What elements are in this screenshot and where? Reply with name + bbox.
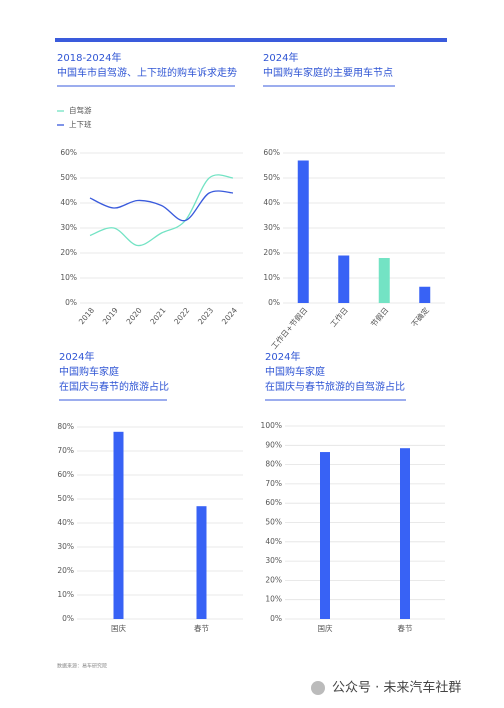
y-tick-label: 50% (263, 173, 280, 182)
chart-title: 2024年 (265, 350, 300, 363)
y-tick-label: 10% (263, 273, 280, 282)
x-tick-label: 工作日 (328, 305, 350, 329)
chart-title: 2024年 (59, 350, 94, 363)
y-tick-label: 100% (261, 421, 282, 430)
y-tick-label: 80% (57, 422, 74, 431)
y-tick-label: 10% (60, 273, 77, 282)
y-tick-label: 0% (62, 614, 74, 623)
x-tick-label: 2021 (148, 306, 167, 327)
x-tick-label: 节假日 (369, 306, 390, 329)
y-tick-label: 30% (57, 542, 74, 551)
x-tick-label: 2020 (125, 306, 144, 327)
y-tick-label: 50% (60, 173, 77, 182)
y-tick-label: 0% (65, 298, 77, 307)
y-tick-label: 40% (57, 518, 74, 527)
legend-label: 自驾游 (69, 105, 92, 115)
y-tick-label: 30% (263, 223, 280, 232)
bar (338, 255, 350, 303)
x-tick-label: 春节 (194, 623, 209, 633)
y-tick-label: 20% (263, 248, 280, 257)
y-tick-label: 80% (265, 460, 282, 469)
x-tick-label: 不确定 (409, 305, 431, 329)
y-tick-label: 30% (60, 223, 77, 232)
y-tick-label: 40% (60, 198, 77, 207)
chart-subtitle: 在国庆与春节的旅游占比 (59, 380, 169, 393)
y-tick-label: 0% (270, 614, 282, 623)
y-tick-label: 50% (265, 518, 282, 527)
x-tick-label: 国庆 (318, 623, 333, 633)
y-tick-label: 60% (265, 498, 282, 507)
y-tick-label: 60% (57, 470, 74, 479)
bar (113, 431, 124, 619)
chart-subtitle: 中国购车家庭的主要用车节点 (263, 66, 393, 79)
x-tick-label: 2022 (172, 306, 191, 327)
line-series (89, 190, 234, 222)
source: 数据来源：易车研究院 (57, 663, 107, 670)
y-tick-label: 0% (268, 298, 280, 307)
x-tick-label: 2024 (220, 306, 239, 327)
y-tick-label: 20% (60, 248, 77, 257)
y-tick-label: 10% (57, 590, 74, 599)
x-tick-label: 2019 (101, 306, 120, 327)
line-series (89, 174, 234, 247)
wechat-icon (311, 681, 325, 695)
legend-label: 上下班 (69, 119, 92, 129)
chart-subtitle: 中国购车家庭 (265, 365, 325, 378)
x-tick-label: 春节 (398, 623, 413, 633)
y-tick-label: 10% (265, 595, 282, 604)
x-tick-label: 国庆 (111, 623, 126, 633)
chart-subtitle: 在国庆与春节旅游的自驾游占比 (265, 380, 405, 393)
chart-title: 2018-2024年 (57, 51, 122, 64)
x-tick-label: 2018 (77, 306, 96, 327)
y-tick-label: 20% (57, 566, 74, 575)
y-tick-label: 20% (265, 575, 282, 584)
y-tick-label: 40% (265, 537, 282, 546)
bar (400, 448, 410, 619)
y-tick-label: 60% (263, 148, 280, 157)
y-tick-label: 60% (60, 148, 77, 157)
x-tick-label: 工作日+节假日 (269, 305, 310, 351)
bar (196, 506, 207, 619)
bar (378, 258, 390, 303)
y-tick-label: 70% (265, 479, 282, 488)
y-tick-label: 70% (57, 446, 74, 455)
x-tick-label: 2023 (196, 306, 215, 327)
chart-subtitle: 中国车市自驾游、上下班的购车诉求走势 (57, 66, 237, 79)
y-tick-label: 40% (263, 198, 280, 207)
y-tick-label: 50% (57, 494, 74, 503)
bar (320, 452, 330, 619)
bar (297, 160, 309, 303)
chart-subtitle: 中国购车家庭 (59, 365, 119, 378)
y-tick-label: 90% (265, 440, 282, 449)
watermark: 公众号 · 未来汽车社群 (332, 680, 461, 696)
y-tick-label: 30% (265, 556, 282, 565)
bar (419, 286, 431, 303)
top-rule (55, 38, 447, 42)
chart-title: 2024年 (263, 51, 298, 64)
